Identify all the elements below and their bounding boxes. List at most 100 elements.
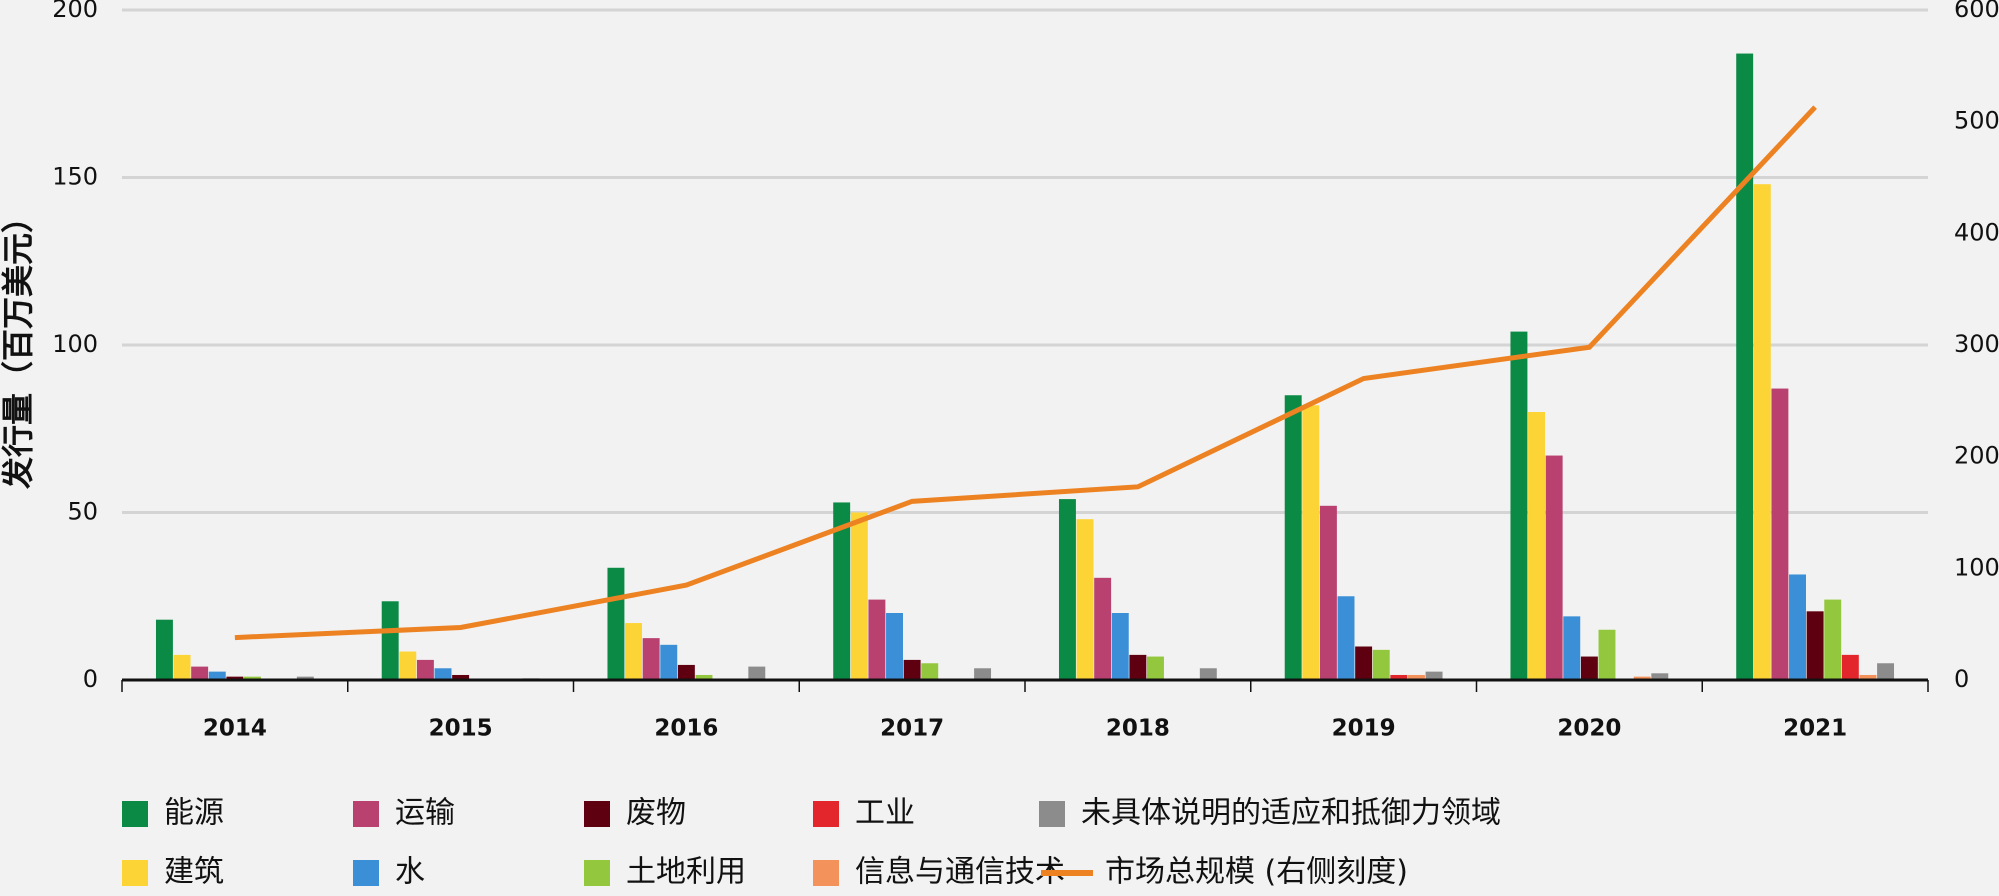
bar [1859,674,1877,680]
bar [974,668,992,680]
bar [1076,519,1094,680]
bar [1753,184,1771,680]
bar [833,502,851,680]
legend-label: 运输 [395,796,455,831]
bar [226,676,244,680]
legend-swatch [813,860,839,886]
bar [921,663,939,680]
y2-tick-label: 600 [1954,0,1999,23]
bar [1129,654,1147,680]
bar [1736,53,1754,681]
legend-swatch [584,801,610,827]
bar [1199,668,1217,680]
y2-tick-label: 0 [1954,665,1969,693]
legend-label: 信息与通信技术 [855,855,1065,890]
bar [677,664,695,680]
x-tick-label: 2016 [654,716,718,742]
bar [607,567,625,680]
bar [1877,663,1895,680]
legend-swatch [353,860,379,886]
legend-label: 工业 [855,796,915,831]
y2-tick-label: 300 [1954,330,1999,358]
legend-label: 水 [395,855,425,890]
legend-label: 建筑 [164,855,224,890]
legend-label: 土地利用 [626,855,746,890]
legend-label: 未具体说明的适应和抵御力领域 [1081,796,1501,831]
bar [748,666,766,680]
legend-swatch [353,801,379,827]
bar [155,619,173,680]
bar [1771,388,1789,680]
bar [1545,455,1563,680]
bar [625,623,643,680]
bar [868,599,886,680]
bar [208,671,226,680]
bar [1806,611,1824,680]
y-axis-label: 发行量（百万美元） [0,201,37,489]
bar [886,613,903,680]
bar [1094,577,1112,680]
bar [416,659,434,680]
legend-swatch [1039,801,1065,827]
bar [1633,676,1651,680]
bar [399,651,417,680]
bar [1580,656,1598,680]
x-tick-label: 2015 [429,716,493,742]
bar [1425,671,1443,680]
bar [173,654,191,680]
bar [1528,412,1546,680]
bar [1841,654,1859,680]
x-tick-label: 2014 [203,716,267,742]
bar [1111,613,1129,680]
bar [1789,574,1806,680]
legend-swatch [813,801,839,827]
legend-swatch [122,801,148,827]
x-tick-label: 2017 [880,716,944,742]
bar [381,601,399,680]
legend-swatch [584,860,610,886]
bar [660,644,678,680]
y-tick-label: 100 [52,330,98,358]
bar [244,676,261,680]
bar [1651,673,1669,680]
y2-tick-label: 100 [1954,553,1999,581]
y2-tick-label: 200 [1954,442,1999,470]
x-tick-label: 2021 [1783,716,1847,742]
bar [1319,505,1337,680]
y2-tick-label: 400 [1954,218,1999,246]
legend-label: 能源 [164,796,224,831]
y-tick-label: 200 [52,0,98,23]
bar [1302,405,1320,680]
y-tick-label: 0 [83,665,98,693]
x-tick-label: 2018 [1106,716,1170,742]
bar [850,512,868,680]
bar [1598,629,1616,680]
bar [1563,616,1581,680]
bar [1824,599,1842,680]
bar [1372,649,1390,680]
bar [1407,674,1425,680]
bar [1355,646,1373,680]
bar [1337,596,1355,680]
bar [296,676,314,680]
y-tick-label: 50 [67,498,98,526]
bar [1510,331,1528,680]
y-tick-label: 150 [52,163,98,191]
bar [695,674,713,680]
x-tick-label: 2019 [1332,716,1396,742]
bar [191,666,209,680]
legend-swatch [122,860,148,886]
line-series [234,105,1817,641]
legend-label: 市场总规模 (右侧刻度) [1105,855,1408,890]
bar [903,659,921,680]
y2-tick-label: 500 [1954,107,1999,135]
bar [1390,674,1408,680]
x-tick-label: 2020 [1557,716,1621,742]
bar [434,668,452,680]
bar [1147,656,1164,680]
bar [1284,395,1302,680]
legend-label: 废物 [626,796,686,831]
bar [642,638,660,680]
